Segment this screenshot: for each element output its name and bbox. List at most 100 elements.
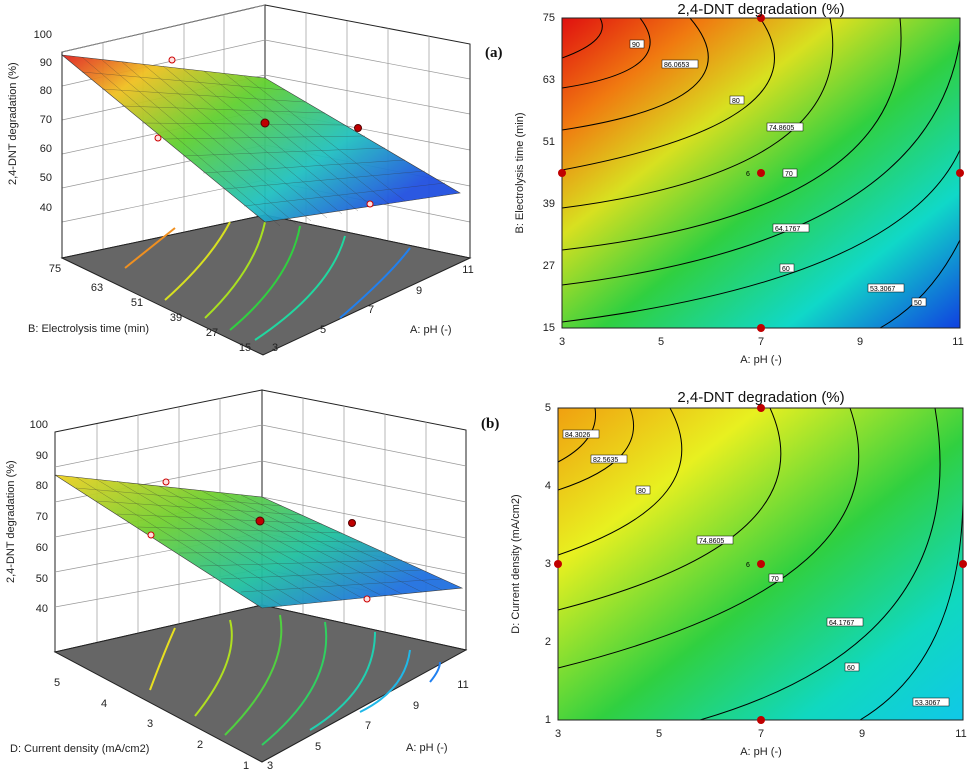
chart-title: 2,4-DNT degradation (%) xyxy=(677,389,844,406)
x-tick: 7 xyxy=(758,728,764,740)
z-tick: 60 xyxy=(36,542,48,554)
contour-label: 53.3067 xyxy=(915,700,940,707)
design-points-a xyxy=(558,14,964,332)
z-tick: 40 xyxy=(36,603,48,615)
y-axis-label: B: Electrolysis time (min) xyxy=(514,112,526,233)
x-tick: 11 xyxy=(462,264,473,276)
y-tick: 5 xyxy=(54,677,60,689)
contour-plot-b: 84.3026 82.5635 80 74.8605 70 64.1767 60… xyxy=(510,389,967,758)
y-tick: 15 xyxy=(239,342,251,354)
design-point xyxy=(168,56,176,64)
z-tick: 70 xyxy=(40,114,52,126)
y-tick: 2 xyxy=(197,739,203,751)
z-tick: 90 xyxy=(40,57,52,69)
surface-plot-a: 40 50 60 70 80 90 100 2,4-DNT degradatio… xyxy=(7,4,503,356)
contour-label: 74.8605 xyxy=(699,538,724,545)
contour-label: 60 xyxy=(782,266,790,273)
x-tick: 3 xyxy=(267,760,273,772)
y-tick: 2 xyxy=(545,636,551,648)
contour-label: 60 xyxy=(847,665,855,672)
design-point xyxy=(154,134,162,142)
z-tick: 100 xyxy=(34,29,52,41)
design-point xyxy=(757,404,765,412)
z-tick: 90 xyxy=(36,450,48,462)
z-tick: 80 xyxy=(36,480,48,492)
y-tick: 4 xyxy=(545,480,551,492)
x-tick: 11 xyxy=(457,679,468,691)
x-tick: 5 xyxy=(658,336,664,348)
z-tick: 50 xyxy=(40,172,52,184)
x-tick: 9 xyxy=(413,700,419,712)
z-tick: 40 xyxy=(40,202,52,214)
y-tick: 5 xyxy=(545,402,551,414)
design-point xyxy=(956,169,964,177)
z-tick: 100 xyxy=(30,419,48,431)
contour-label: 64.1767 xyxy=(775,226,800,233)
design-point xyxy=(147,531,155,539)
x-axis-label: A: pH (-) xyxy=(740,746,782,758)
y-tick: 39 xyxy=(543,198,555,210)
contour-label: 80 xyxy=(732,98,740,105)
design-point xyxy=(366,200,374,208)
center-replicate-label: 6 xyxy=(746,562,750,569)
contour-plot-a: 90 86.0653 80 74.8605 70 64.1767 60 53.3… xyxy=(514,1,964,366)
y-tick: 27 xyxy=(206,327,218,339)
design-point xyxy=(757,169,765,177)
y-tick: 27 xyxy=(543,260,555,272)
contour-label: 80 xyxy=(638,488,646,495)
design-point xyxy=(260,118,270,128)
panel-label-a: (a) xyxy=(485,45,503,61)
center-replicate-label: 6 xyxy=(746,171,750,178)
y-tick: 3 xyxy=(545,558,551,570)
y-tick: 63 xyxy=(91,282,103,294)
contour-label: 70 xyxy=(785,171,793,178)
design-point xyxy=(554,560,562,568)
design-point xyxy=(558,169,566,177)
y-tick: 63 xyxy=(543,74,555,86)
design-point xyxy=(959,560,967,568)
contour-label: 82.5635 xyxy=(593,457,618,464)
design-point xyxy=(757,716,765,724)
design-point xyxy=(348,519,356,527)
x-tick: 7 xyxy=(368,304,374,316)
x-tick: 9 xyxy=(859,728,865,740)
contour-label: 53.3067 xyxy=(870,286,895,293)
y-tick: 75 xyxy=(49,263,61,275)
y-tick: 39 xyxy=(170,312,182,324)
z-axis-label: 2,4-DNT degradation (%) xyxy=(5,460,17,583)
y-tick: 51 xyxy=(131,297,143,309)
y-tick: 3 xyxy=(147,718,153,730)
contour-label: 84.3026 xyxy=(565,432,590,439)
x-tick: 5 xyxy=(315,741,321,753)
design-points-b xyxy=(554,404,967,724)
x-tick: 3 xyxy=(559,336,565,348)
x-tick: 9 xyxy=(857,336,863,348)
x-tick: 3 xyxy=(272,342,278,354)
y-tick: 1 xyxy=(243,760,249,772)
contour-label: 50 xyxy=(914,300,922,307)
y-axis-label: D: Current density (mA/cm2) xyxy=(510,494,522,633)
design-point xyxy=(255,516,265,526)
x-tick: 11 xyxy=(955,728,966,740)
design-point xyxy=(757,14,765,22)
x-axis-label: A: pH (-) xyxy=(410,324,452,336)
x-tick: 5 xyxy=(320,324,326,336)
z-tick: 50 xyxy=(36,573,48,585)
y-tick: 51 xyxy=(543,136,555,148)
x-tick: 7 xyxy=(365,720,371,732)
x-tick: 3 xyxy=(555,728,561,740)
design-point xyxy=(757,324,765,332)
x-axis-label: A: pH (-) xyxy=(740,354,782,366)
design-point xyxy=(162,478,170,486)
x-axis-label: A: pH (-) xyxy=(406,742,448,754)
design-point xyxy=(354,124,362,132)
y-tick: 15 xyxy=(543,322,555,334)
contour-label: 64.1767 xyxy=(829,620,854,627)
contour-label: 70 xyxy=(771,576,779,583)
y-tick: 75 xyxy=(543,12,555,24)
z-tick: 70 xyxy=(36,511,48,523)
x-tick: 7 xyxy=(758,336,764,348)
y-axis-label: B: Electrolysis time (min) xyxy=(28,323,149,335)
contour-labels-b: 84.3026 82.5635 80 74.8605 70 64.1767 60… xyxy=(562,429,950,707)
